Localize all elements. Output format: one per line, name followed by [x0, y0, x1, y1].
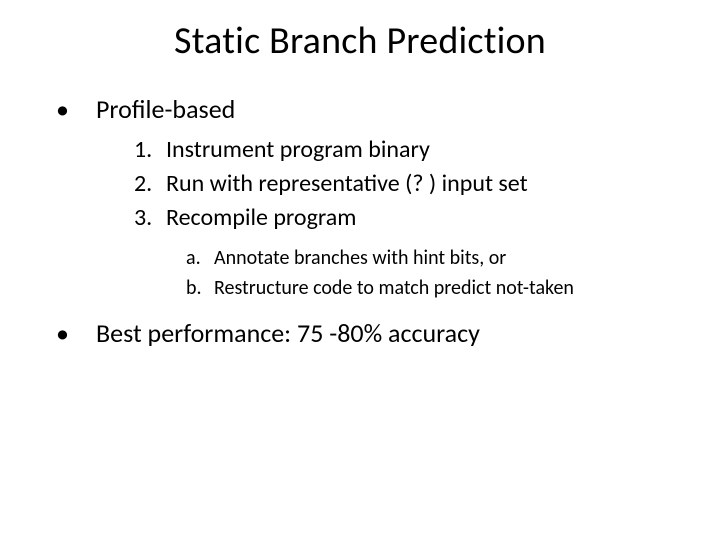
sub-text: Annotate branches with hint bits, or: [214, 244, 506, 272]
numbered-item: 3. Recompile program: [134, 202, 680, 234]
bullet-text: Best performance: 75 -80% accuracy: [90, 316, 480, 350]
numbered-label: 1.: [134, 134, 166, 166]
numbered-text: Instrument program binary: [166, 134, 430, 166]
bullet-item: • Best performance: 75 -80% accuracy: [56, 316, 680, 350]
numbered-item: 1. Instrument program binary: [134, 134, 680, 166]
sub-label: a.: [186, 244, 214, 272]
slide-title: Static Branch Prediction: [0, 0, 720, 64]
numbered-item: 2. Run with representative (? ) input se…: [134, 168, 680, 200]
bullet-item: • Profile-based: [56, 92, 680, 126]
sub-item: a. Annotate branches with hint bits, or: [186, 244, 680, 272]
numbered-label: 3.: [134, 202, 166, 234]
numbered-text: Run with representative (? ) input set: [166, 168, 528, 200]
numbered-list: 1. Instrument program binary 2. Run with…: [56, 134, 680, 234]
sub-label: b.: [186, 274, 214, 302]
numbered-text: Recompile program: [166, 202, 356, 234]
slide: Static Branch Prediction • Profile-based…: [0, 0, 720, 540]
sub-item: b. Restructure code to match predict not…: [186, 274, 680, 302]
slide-body: • Profile-based 1. Instrument program bi…: [0, 64, 720, 350]
bullet-dot-icon: •: [56, 316, 90, 350]
bullet-text: Profile-based: [90, 92, 235, 126]
numbered-label: 2.: [134, 168, 166, 200]
sub-text: Restructure code to match predict not-ta…: [214, 274, 574, 302]
bullet-dot-icon: •: [56, 92, 90, 126]
sub-list: a. Annotate branches with hint bits, or …: [56, 244, 680, 302]
